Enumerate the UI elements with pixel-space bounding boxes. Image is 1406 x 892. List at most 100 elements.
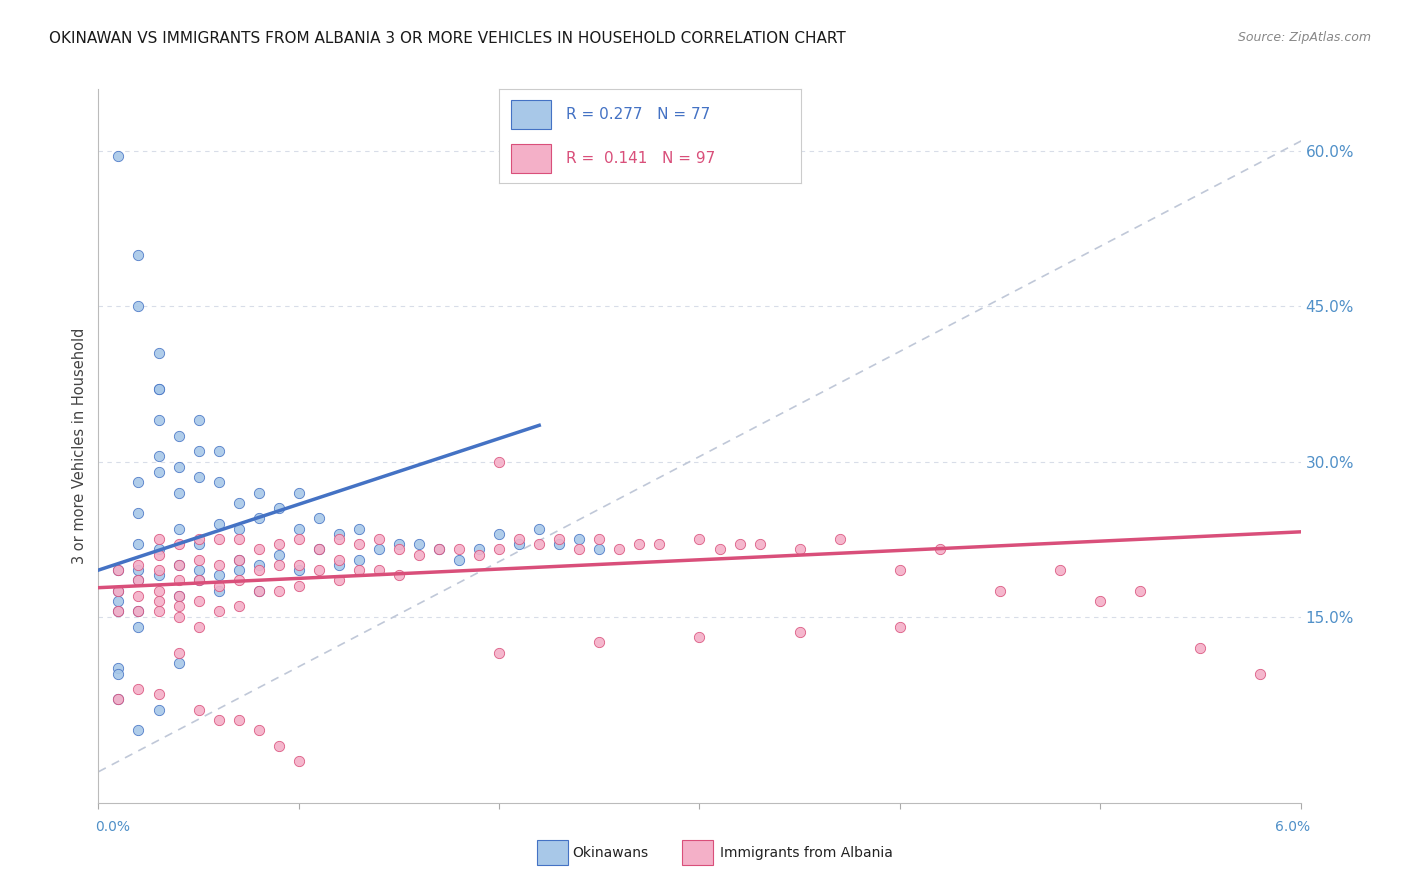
Bar (512, 144, 551, 173)
Point (347, 563, 370, 577)
Point (488, 527, 510, 541)
Point (187, 594, 209, 608)
Point (889, 620, 911, 634)
Point (228, 496, 250, 510)
Point (368, 563, 391, 577)
Point (107, 149, 129, 163)
Point (228, 563, 250, 577)
Point (208, 713, 231, 727)
Point (148, 583, 170, 598)
Point (247, 511, 270, 525)
Point (167, 537, 190, 551)
Point (308, 542, 330, 557)
Point (128, 558, 150, 572)
Bar (512, 100, 551, 129)
Point (828, 532, 851, 546)
Point (1250, 666, 1272, 681)
Point (187, 537, 209, 551)
Point (107, 563, 129, 577)
Point (789, 625, 811, 640)
Point (107, 605, 129, 619)
Point (148, 594, 170, 608)
Y-axis label: 3 or more Vehicles in Household: 3 or more Vehicles in Household (72, 328, 87, 564)
Point (247, 723, 270, 738)
Point (107, 666, 129, 681)
Point (328, 532, 350, 546)
Point (288, 522, 311, 536)
Point (187, 703, 209, 717)
Point (148, 605, 170, 619)
Point (128, 506, 150, 520)
Text: Immigrants from Albania: Immigrants from Albania (720, 846, 893, 860)
Point (167, 589, 190, 603)
Point (267, 501, 290, 516)
Point (408, 537, 430, 551)
Point (267, 537, 290, 551)
Point (208, 532, 231, 546)
Point (128, 475, 150, 490)
Point (148, 542, 170, 557)
Point (148, 548, 170, 562)
Point (267, 739, 290, 753)
Point (247, 485, 270, 500)
Text: Source: ZipAtlas.com: Source: ZipAtlas.com (1237, 31, 1371, 45)
Point (128, 681, 150, 696)
Point (308, 511, 330, 525)
Point (228, 553, 250, 567)
Point (789, 542, 811, 557)
Point (208, 605, 231, 619)
Text: Okinawans: Okinawans (572, 846, 648, 860)
Point (347, 522, 370, 536)
Point (1129, 583, 1152, 598)
Point (208, 579, 231, 593)
Point (107, 583, 129, 598)
Point (208, 516, 231, 531)
Point (167, 558, 190, 572)
Point (247, 563, 270, 577)
Point (368, 542, 391, 557)
Point (128, 574, 150, 588)
Point (148, 382, 170, 396)
Point (328, 574, 350, 588)
Point (208, 558, 231, 572)
Point (107, 594, 129, 608)
Point (568, 542, 591, 557)
Point (427, 542, 450, 557)
Point (187, 470, 209, 484)
Point (148, 703, 170, 717)
Point (208, 568, 231, 582)
Point (988, 583, 1011, 598)
Point (187, 620, 209, 634)
Point (488, 646, 510, 660)
Point (548, 532, 571, 546)
Text: R = 0.277   N = 77: R = 0.277 N = 77 (565, 107, 710, 122)
Point (447, 542, 470, 557)
Point (609, 542, 631, 557)
Point (288, 532, 311, 546)
Point (167, 609, 190, 624)
Point (187, 574, 209, 588)
Point (128, 248, 150, 262)
Point (328, 553, 350, 567)
Point (167, 599, 190, 614)
Point (148, 568, 170, 582)
Point (187, 532, 209, 546)
Point (128, 589, 150, 603)
Point (107, 692, 129, 706)
Point (107, 661, 129, 675)
Point (167, 646, 190, 660)
Point (288, 485, 311, 500)
Point (929, 542, 952, 557)
Point (208, 475, 231, 490)
Point (368, 532, 391, 546)
Point (228, 599, 250, 614)
Point (529, 537, 551, 551)
Point (128, 723, 150, 738)
Point (288, 558, 311, 572)
Point (588, 635, 610, 649)
Point (427, 542, 450, 557)
Point (208, 583, 231, 598)
Point (308, 563, 330, 577)
Point (689, 532, 711, 546)
Point (107, 583, 129, 598)
